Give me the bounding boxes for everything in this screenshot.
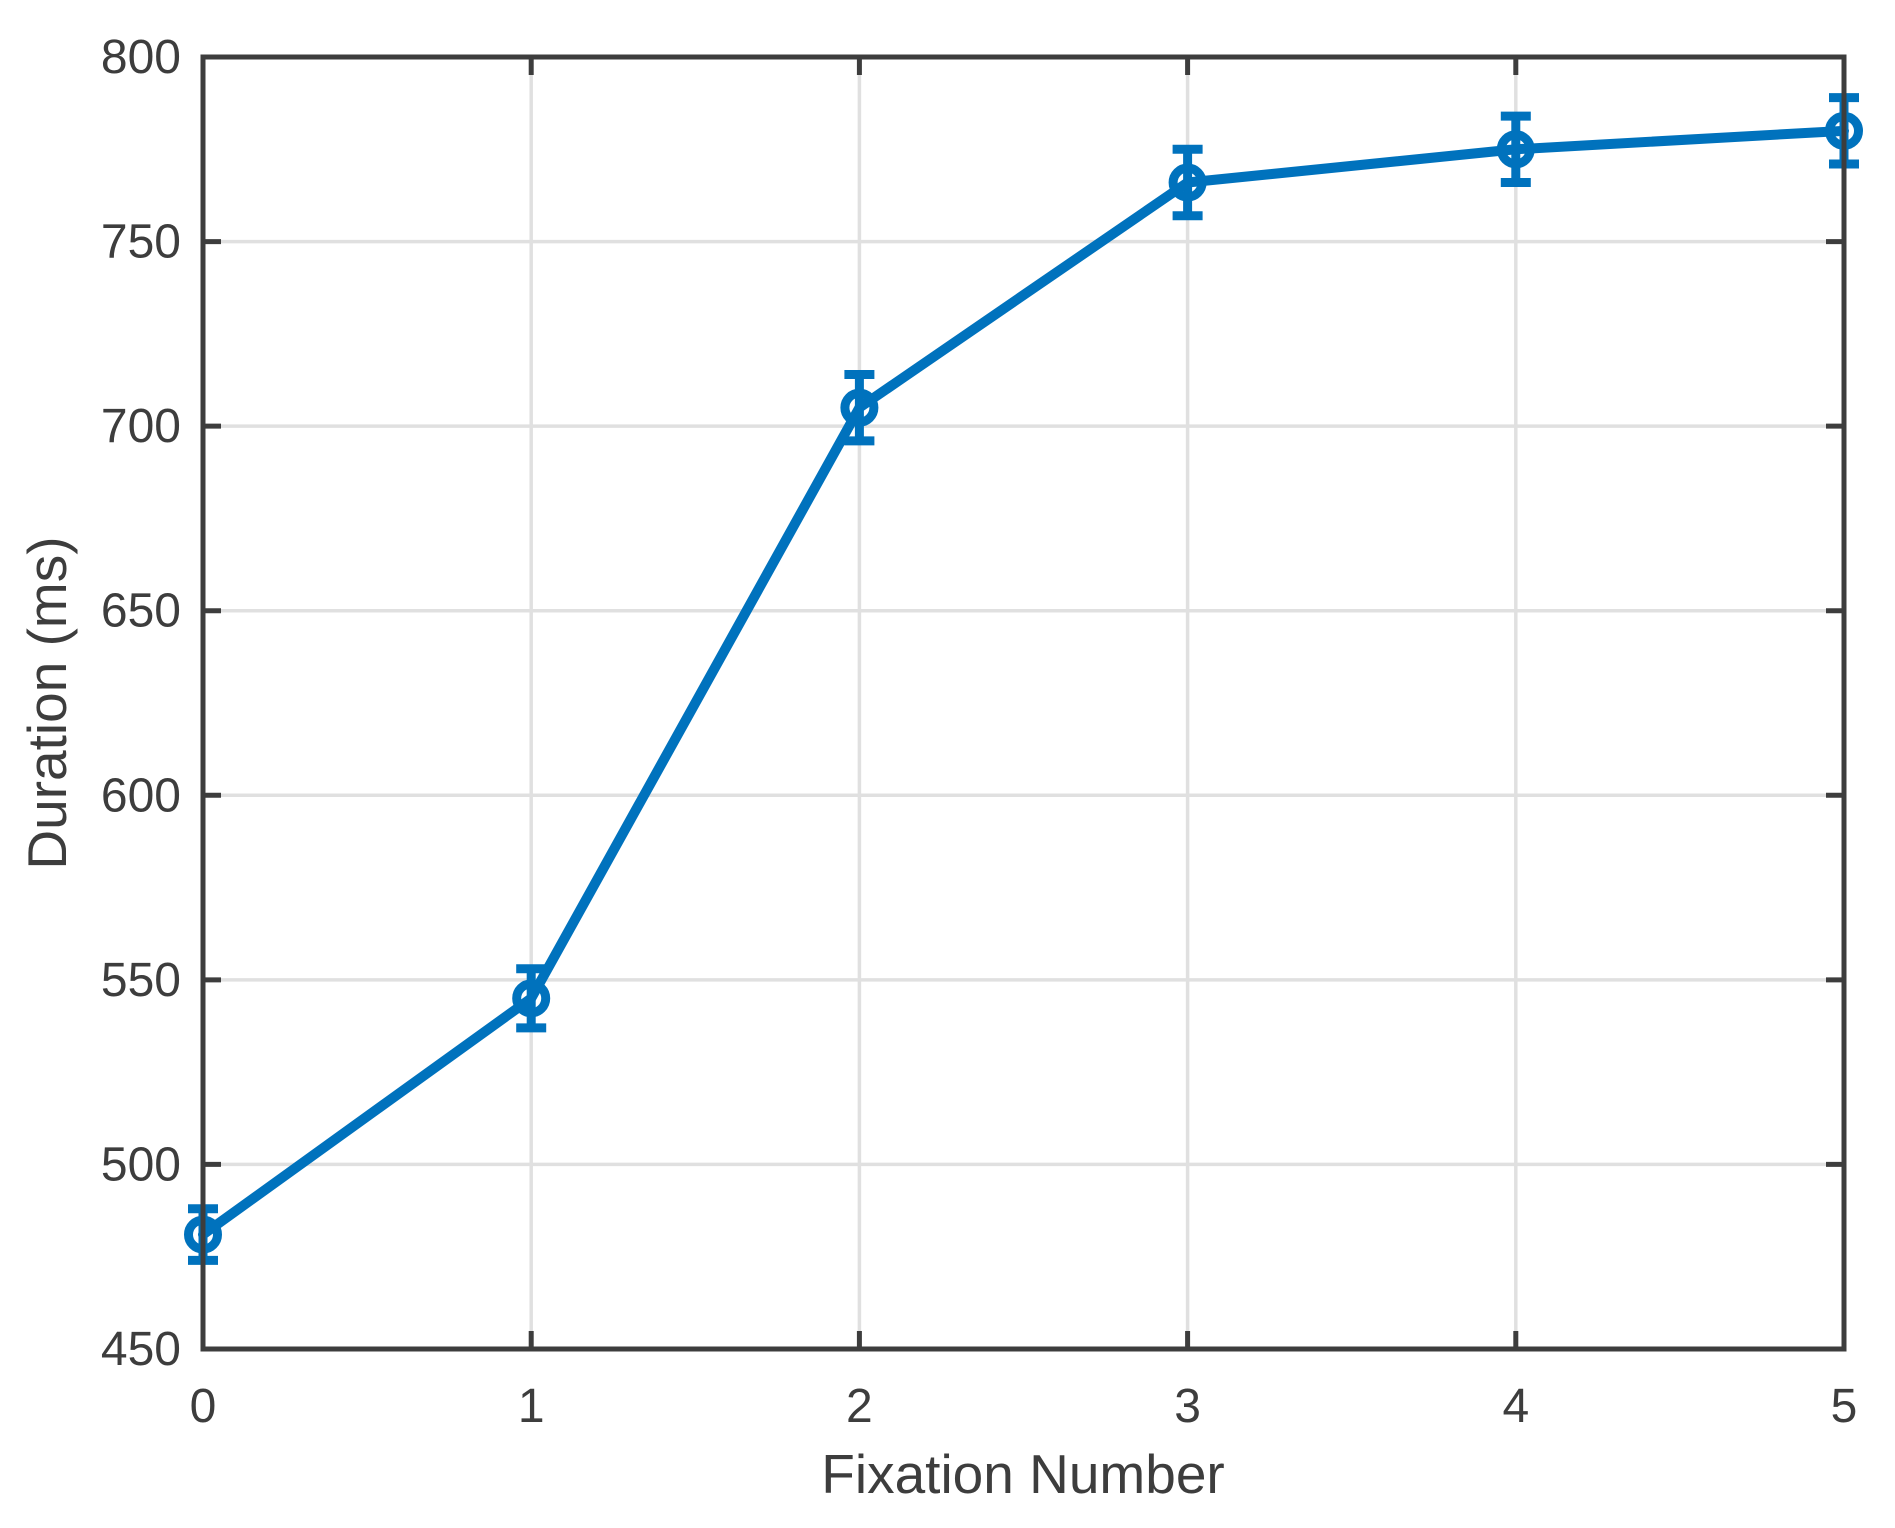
data-point-marker bbox=[512, 979, 551, 1018]
x-axis-title: Fixation Number bbox=[821, 1443, 1225, 1505]
x-tick-label: 4 bbox=[1502, 1380, 1529, 1433]
plot-border bbox=[200, 54, 1847, 1352]
data-line bbox=[198, 125, 1849, 1240]
y-tick-label: 750 bbox=[101, 216, 181, 269]
y-axis-title: Duration (ms) bbox=[16, 536, 78, 870]
x-tick-label: 5 bbox=[1831, 1380, 1858, 1433]
y-tick-label: 550 bbox=[101, 954, 181, 1007]
x-tick-label: 2 bbox=[846, 1380, 873, 1433]
y-tick-label: 700 bbox=[101, 400, 181, 453]
x-tick-label: 1 bbox=[518, 1380, 545, 1433]
y-tick-label: 650 bbox=[101, 585, 181, 638]
data-point-marker bbox=[840, 388, 879, 427]
y-tick-label: 600 bbox=[101, 769, 181, 822]
data-point-marker bbox=[1496, 130, 1535, 169]
y-tick-label: 450 bbox=[101, 1323, 181, 1376]
x-tick-label: 0 bbox=[190, 1380, 217, 1433]
y-tick-label: 800 bbox=[101, 31, 181, 84]
x-tick-label: 3 bbox=[1174, 1380, 1201, 1433]
data-point-marker bbox=[1168, 163, 1207, 202]
y-tick-label: 500 bbox=[101, 1138, 181, 1191]
